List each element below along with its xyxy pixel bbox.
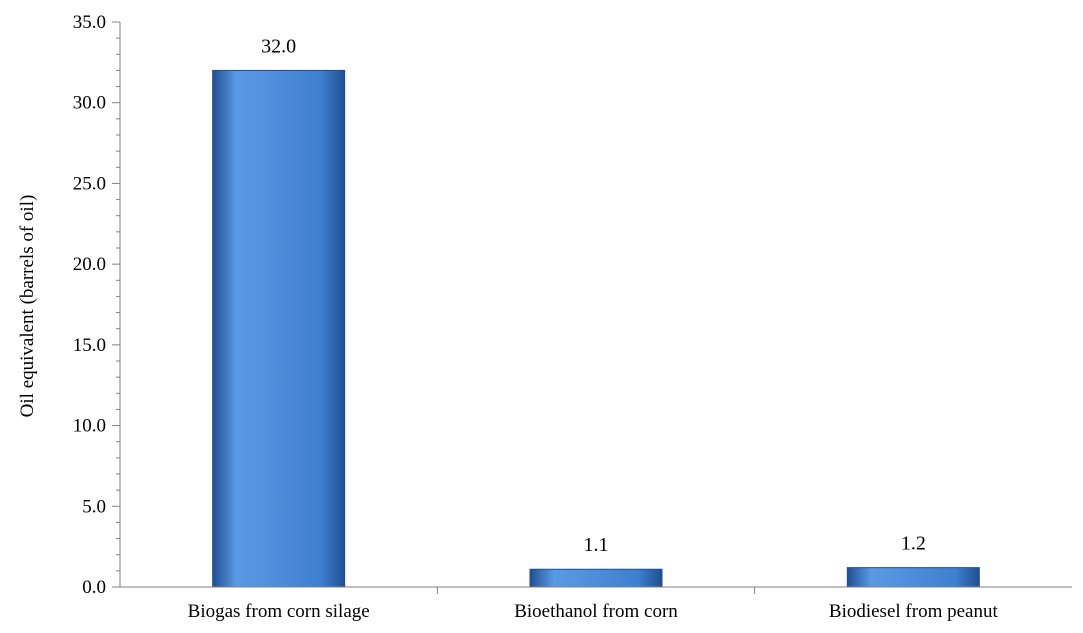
x-category-label: Bioethanol from corn [514, 601, 678, 622]
y-axis-title: Oil equivalent (barrels of oil) [17, 195, 38, 418]
y-tick-label: 30.0 [73, 93, 106, 114]
bar-1 [212, 69, 346, 588]
y-tick-label: 15.0 [73, 335, 106, 356]
y-axis-ticks: 0.0 5.0 10.0 15.0 20.0 25.0 30.0 35.0 [73, 12, 120, 598]
bars [212, 69, 980, 588]
bar-3 [846, 567, 980, 588]
y-tick-label: 35.0 [73, 12, 106, 33]
data-label: 1.2 [901, 533, 926, 555]
x-category-label: Biodiesel from peanut [829, 601, 999, 622]
y-tick-label: 25.0 [73, 173, 106, 194]
y-tick-label: 5.0 [82, 496, 106, 517]
y-tick-label: 20.0 [73, 254, 106, 275]
data-label: 1.1 [584, 534, 609, 556]
y-tick-label: 0.0 [82, 577, 106, 598]
data-labels: 32.0 1.1 1.2 [261, 35, 926, 556]
category-labels: Biogas from corn silage Bioethanol from c… [188, 587, 999, 622]
bar-2 [529, 568, 663, 588]
y-tick-label: 10.0 [73, 416, 106, 437]
data-label: 32.0 [261, 35, 296, 57]
x-category-label: Biogas from corn silage [188, 601, 370, 622]
